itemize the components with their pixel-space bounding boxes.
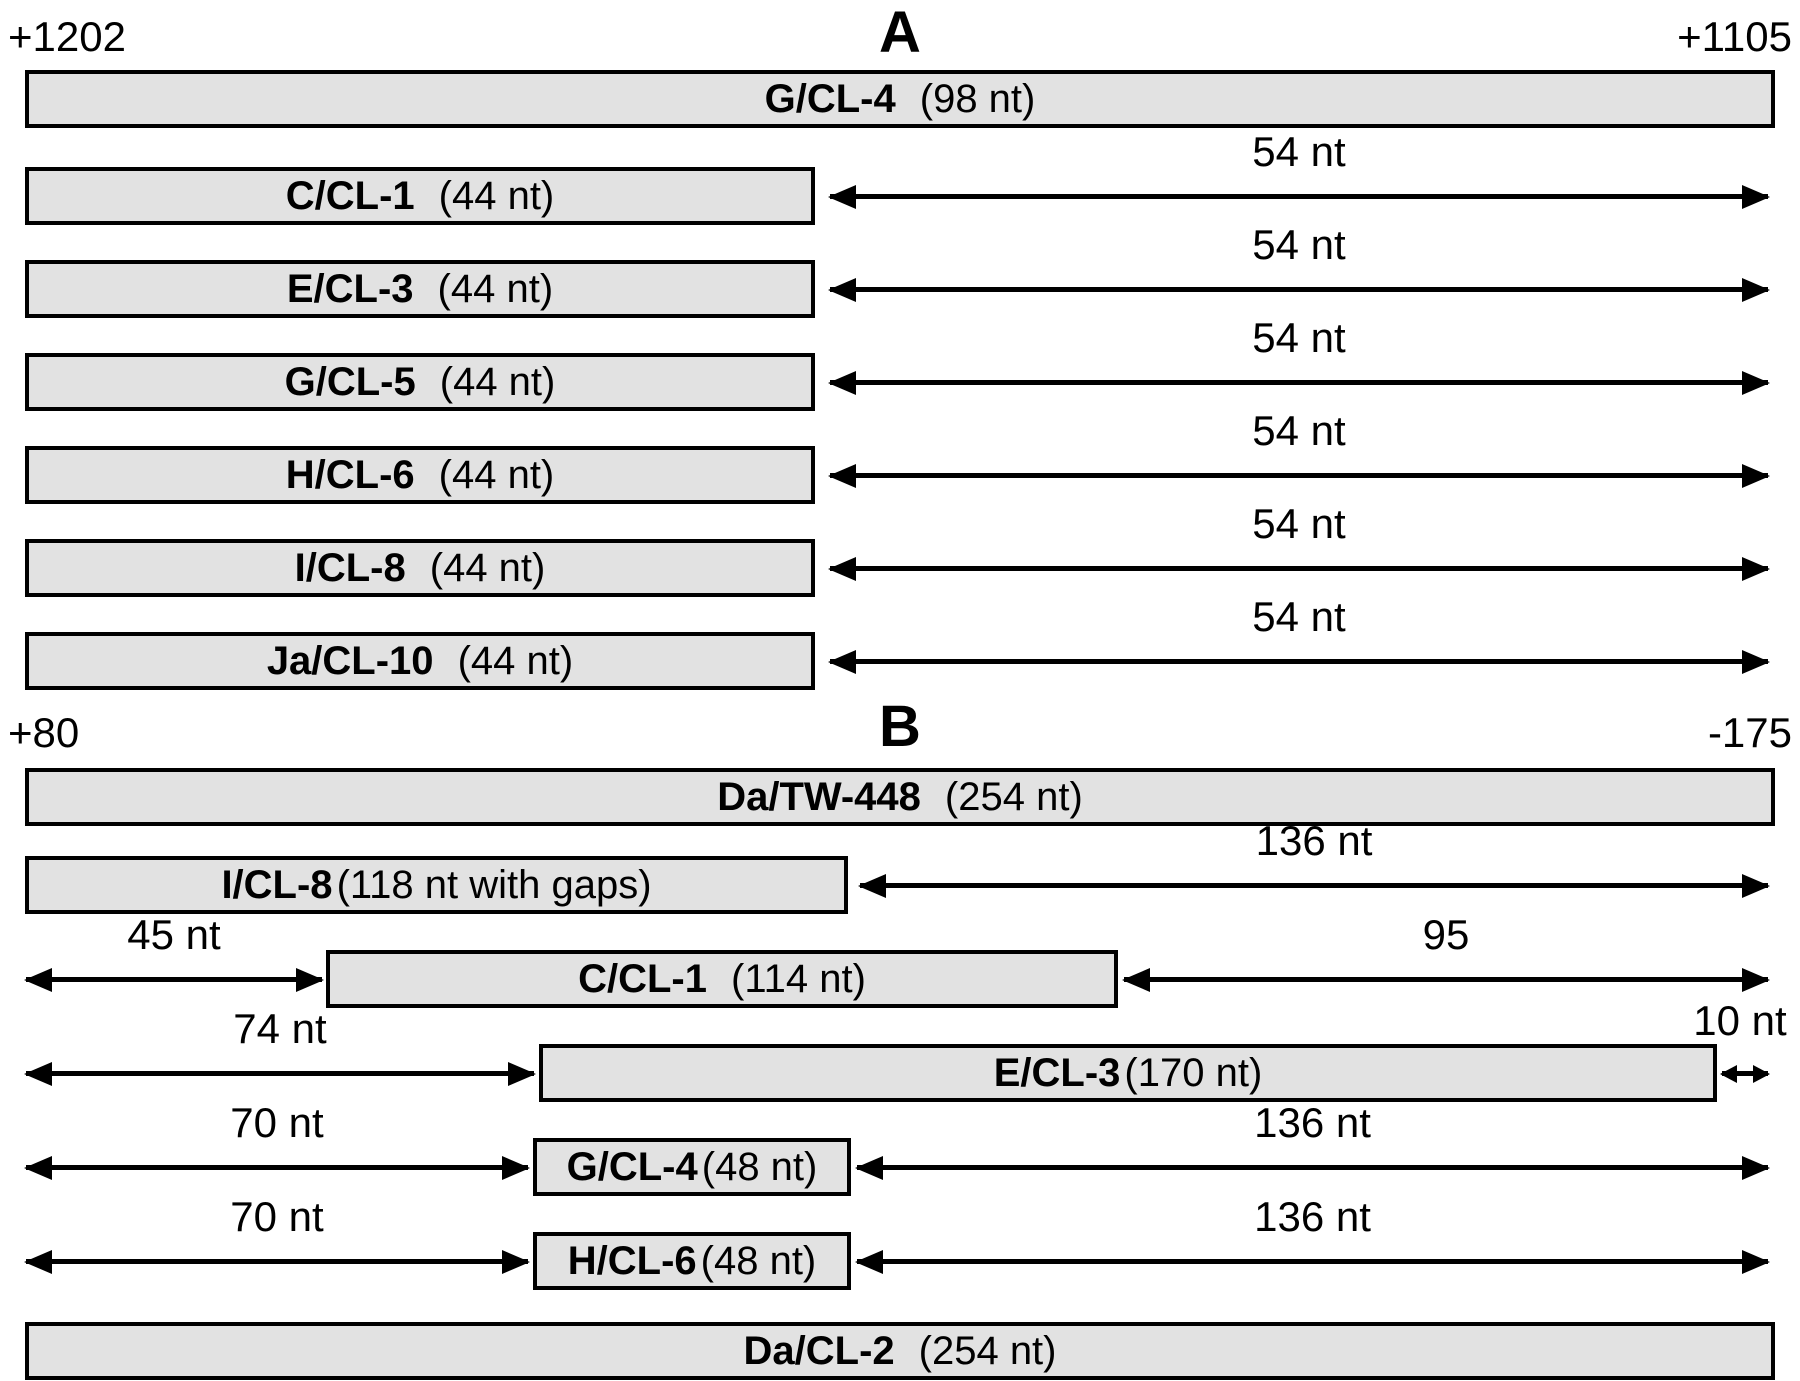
- panel-b-label: B: [879, 694, 921, 759]
- clone-bar: H/CL-6 (44 nt): [25, 446, 815, 504]
- distance-label: 54 nt: [1252, 314, 1346, 361]
- distance-arrow: [857, 1259, 1768, 1264]
- distance-label: 136 nt: [1255, 817, 1373, 864]
- clone-size: (118 nt with gaps): [336, 862, 652, 907]
- distance-label: 10 nt: [1693, 997, 1787, 1044]
- distance-label: 70 nt: [230, 1193, 324, 1240]
- clone-size: (44 nt): [429, 545, 546, 590]
- distance-label: 95: [1422, 911, 1470, 958]
- clone-name: I/CL-8: [221, 862, 333, 907]
- distance-arrow: [830, 380, 1768, 385]
- panel-b-coord-right: -175: [1707, 709, 1792, 756]
- clone-name: G/CL-4: [566, 1144, 698, 1189]
- clone-bar: G/CL-4 (48 nt): [533, 1138, 851, 1196]
- clone-name: G/CL-5: [284, 359, 416, 404]
- clone-name: H/CL-6: [285, 452, 415, 497]
- clone-size: (44 nt): [438, 452, 555, 497]
- clone-bar-reference-a: G/CL-4 (98 nt): [25, 70, 1775, 128]
- clone-size: (98 nt): [919, 76, 1036, 121]
- panel-b-coord-left: +80: [8, 709, 80, 756]
- clone-size: (44 nt): [438, 173, 555, 218]
- distance-arrow: [830, 473, 1768, 478]
- clone-size: (48 nt): [701, 1144, 818, 1189]
- clone-size: (44 nt): [457, 638, 574, 683]
- clone-size: (44 nt): [437, 266, 554, 311]
- clone-size: (114 nt): [731, 956, 866, 1001]
- clone-bar: E/CL-3 (44 nt): [25, 260, 815, 318]
- distance-label: 54 nt: [1252, 500, 1346, 547]
- clone-name: C/CL-1: [285, 173, 415, 218]
- distance-arrow: [860, 883, 1768, 888]
- distance-label: 54 nt: [1252, 128, 1346, 175]
- clone-size: (254 nt): [944, 774, 1083, 819]
- distance-arrow: [830, 566, 1768, 571]
- distance-label: 45 nt: [127, 911, 221, 958]
- clone-bar-bottom: Da/CL-2 (254 nt): [25, 1322, 1775, 1380]
- panel-a-coord-left: +1202: [8, 13, 126, 60]
- clone-name: Da/CL-2: [743, 1328, 895, 1373]
- clone-bar: I/CL-8 (44 nt): [25, 539, 815, 597]
- distance-label: 70 nt: [230, 1099, 324, 1146]
- clone-bar-reference-b: Da/TW-448 (254 nt): [25, 768, 1775, 826]
- distance-arrow: [830, 659, 1768, 664]
- distance-label: 54 nt: [1252, 221, 1346, 268]
- clone-name: E/CL-3: [993, 1050, 1121, 1095]
- distance-arrow: [1124, 977, 1768, 982]
- clone-name: C/CL-1: [578, 956, 707, 1001]
- clone-name: Ja/CL-10: [266, 638, 434, 683]
- clone-name: I/CL-8: [294, 545, 406, 590]
- distance-label: 74 nt: [233, 1005, 327, 1052]
- panel-a-label: A: [879, 0, 921, 65]
- clone-size: (44 nt): [439, 359, 556, 404]
- distance-label: 136 nt: [1254, 1193, 1371, 1240]
- clone-name: H/CL-6: [567, 1238, 697, 1283]
- clone-size: (170 nt): [1124, 1050, 1263, 1095]
- distance-arrow: [26, 1165, 528, 1170]
- clone-name: Da/TW-448: [717, 774, 921, 819]
- clone-size: (48 nt): [700, 1238, 817, 1283]
- clone-bar: I/CL-8 (118 nt with gaps): [25, 856, 848, 914]
- distance-label: 54 nt: [1252, 593, 1346, 640]
- distance-label: 136 nt: [1254, 1099, 1371, 1146]
- clone-bar: H/CL-6 (48 nt): [533, 1232, 851, 1290]
- distance-arrow: [26, 1259, 528, 1264]
- clone-size: (254 nt): [918, 1328, 1057, 1373]
- clone-bar: G/CL-5 (44 nt): [25, 353, 815, 411]
- distance-arrow: [830, 194, 1768, 199]
- distance-label: 54 nt: [1252, 407, 1346, 454]
- clone-bar: Ja/CL-10 (44 nt): [25, 632, 815, 690]
- distance-arrow: [26, 977, 322, 982]
- clone-bar: E/CL-3 (170 nt): [539, 1044, 1717, 1102]
- distance-arrow: [830, 287, 1768, 292]
- distance-arrow: [1722, 1071, 1768, 1076]
- clone-bar: C/CL-1 (114 nt): [326, 950, 1118, 1008]
- clone-name: E/CL-3: [286, 266, 414, 311]
- clone-bar: C/CL-1 (44 nt): [25, 167, 815, 225]
- panel-a-coord-right: +1105: [1677, 13, 1792, 60]
- distance-arrow: [857, 1165, 1768, 1170]
- distance-arrow: [26, 1071, 534, 1076]
- clone-name: G/CL-4: [764, 76, 896, 121]
